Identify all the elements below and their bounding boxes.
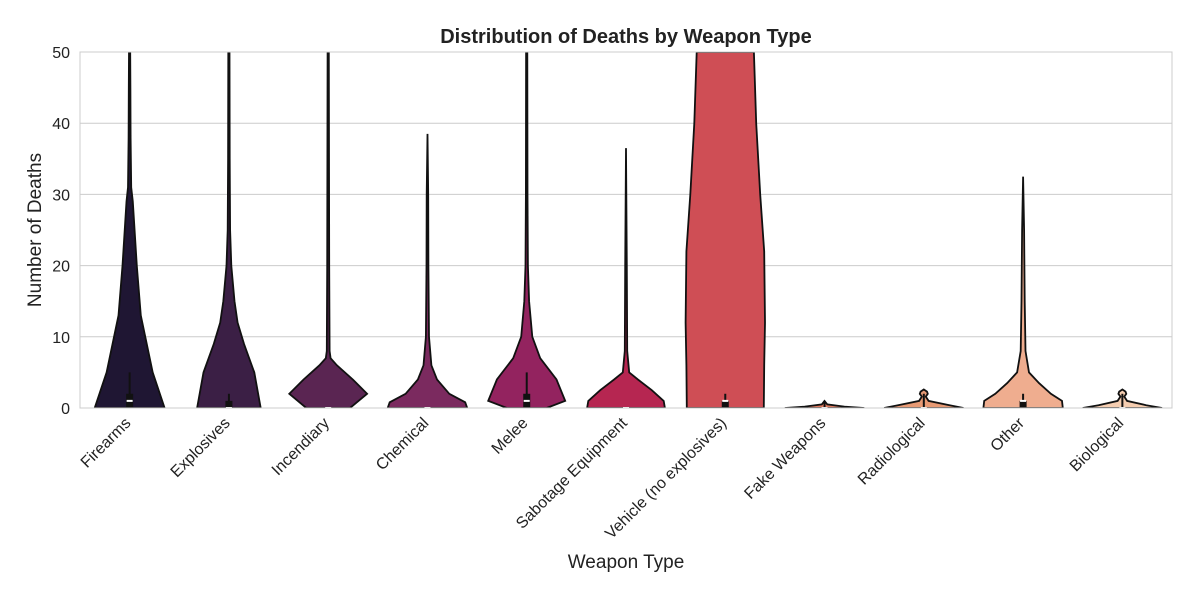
median-marker: [126, 399, 133, 402]
violin-chemical: [386, 133, 469, 408]
x-tick-label: Explosives: [168, 415, 234, 481]
plot-area: [79, 51, 1173, 409]
violin-melee: [487, 52, 567, 408]
iqr-box: [1019, 400, 1027, 408]
x-axis-label: Weapon Type: [568, 552, 685, 573]
violin-other: [982, 176, 1064, 408]
x-tick-label: Sabotage Equipment: [513, 414, 631, 532]
y-tick-label: 20: [52, 259, 70, 276]
violin-incendiary: [287, 52, 369, 408]
y-tick-label: 50: [52, 45, 70, 62]
x-tick-label: Biological: [1067, 415, 1127, 475]
median-marker: [722, 399, 729, 402]
x-tick-label: Firearms: [78, 415, 135, 472]
iqr-box: [721, 400, 729, 408]
x-tick-label: Other: [988, 414, 1029, 455]
violin-sabotage-equipment: [586, 148, 666, 408]
x-tick-label: Chemical: [373, 415, 432, 474]
x-tick-label: Incendiary: [269, 415, 333, 479]
x-tick-label: Melee: [489, 415, 532, 458]
y-tick-label: 30: [52, 187, 70, 204]
y-tick-label: 40: [52, 116, 70, 133]
y-tick-label: 0: [61, 401, 70, 418]
x-tick-label: Fake Weapons: [741, 415, 829, 503]
y-axis-label: Number of Deaths: [25, 153, 46, 307]
violin-explosives: [196, 52, 262, 408]
y-tick-label: 10: [52, 330, 70, 347]
iqr-box: [225, 400, 233, 408]
chart-title: Distribution of Deaths by Weapon Type: [440, 26, 812, 48]
median-marker: [523, 399, 530, 402]
violin-firearms: [93, 52, 166, 408]
x-tick-label: Radiological: [855, 415, 929, 489]
median-marker: [1020, 399, 1027, 402]
violin-vehicle-no-explosives: [684, 52, 766, 408]
